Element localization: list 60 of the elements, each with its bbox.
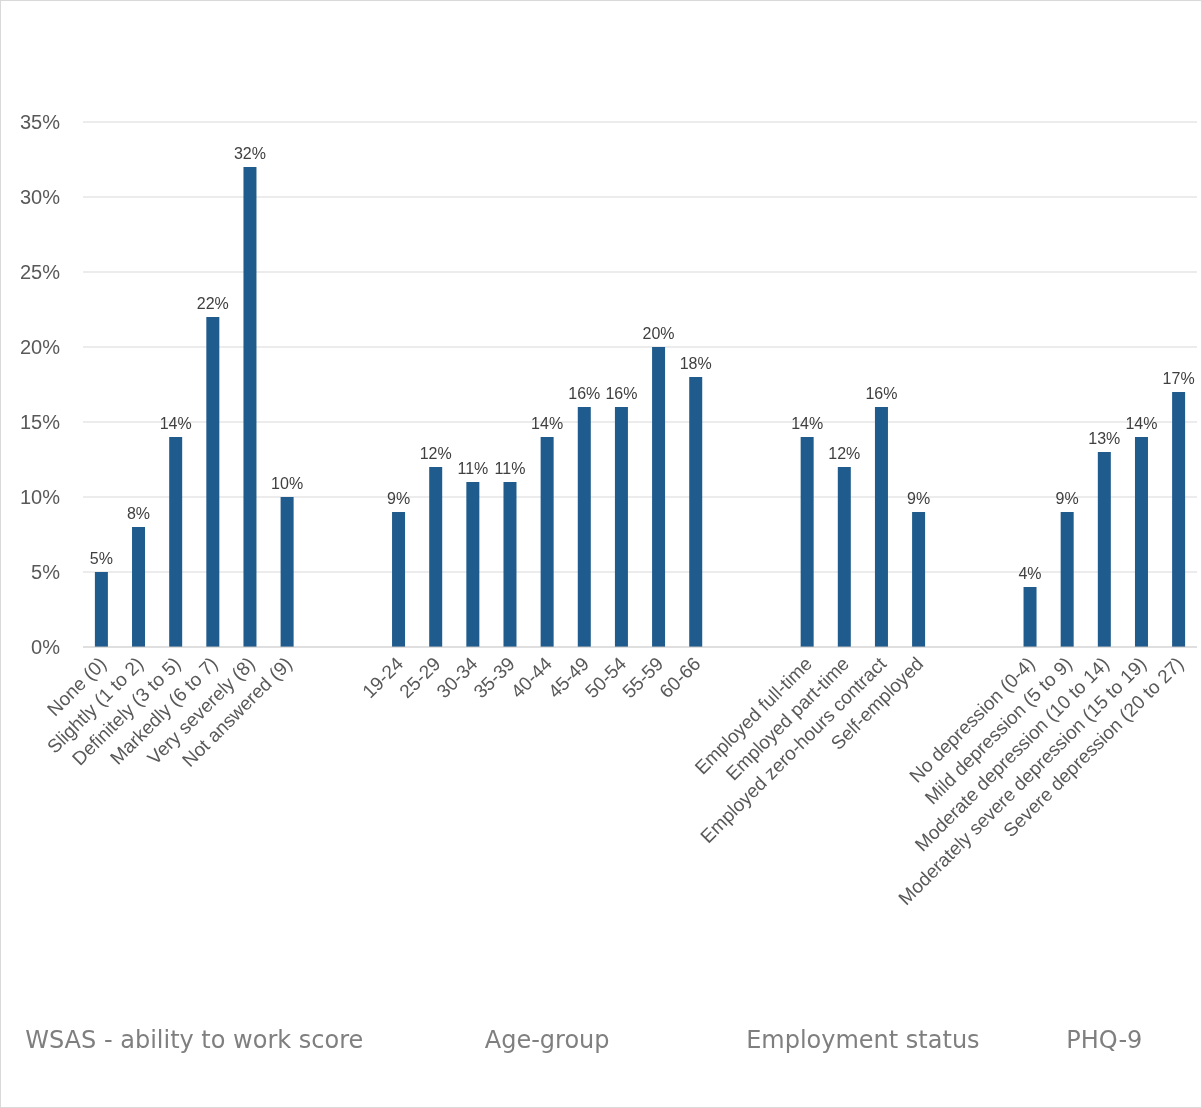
y-tick-label: 25% xyxy=(19,261,61,283)
data-label: 9% xyxy=(386,490,411,507)
bar xyxy=(503,482,517,647)
data-label: 20% xyxy=(642,325,675,342)
data-label: 22% xyxy=(196,295,229,312)
data-label: 16% xyxy=(568,385,601,402)
bar xyxy=(243,167,257,647)
data-label: 11% xyxy=(457,460,489,477)
data-label: 16% xyxy=(605,385,638,402)
bar xyxy=(280,497,294,647)
y-tick-label: 30% xyxy=(19,186,61,208)
data-label: 12% xyxy=(828,445,861,462)
bar xyxy=(466,482,480,647)
y-tick-label: 10% xyxy=(19,486,61,508)
bar xyxy=(577,407,591,647)
bar xyxy=(540,437,554,647)
bar xyxy=(837,467,851,647)
data-label: 10% xyxy=(271,475,304,492)
data-label: 18% xyxy=(679,355,712,372)
data-label: 8% xyxy=(126,505,151,522)
bar xyxy=(912,512,926,647)
data-label: 11% xyxy=(494,460,526,477)
data-label: 5% xyxy=(89,550,113,567)
bar xyxy=(1023,587,1037,647)
bar xyxy=(800,437,814,647)
text: Age-group xyxy=(484,1026,610,1054)
y-tick-label: 35% xyxy=(19,111,61,133)
bar xyxy=(1134,437,1148,647)
y-tick-label: 15% xyxy=(19,411,61,433)
data-label: 12% xyxy=(419,445,452,462)
bar xyxy=(689,377,703,647)
bar xyxy=(392,512,406,647)
y-tick-label: 20% xyxy=(19,336,61,358)
y-tick-label: 0% xyxy=(31,636,61,658)
text: WSAS - ability to work score xyxy=(25,1026,364,1054)
data-label: 14% xyxy=(159,415,192,432)
data-label: 9% xyxy=(1055,490,1079,507)
bar xyxy=(874,407,888,647)
y-tick-label: 5% xyxy=(31,561,61,583)
text: PHQ-9 xyxy=(1066,1026,1143,1054)
data-label: 14% xyxy=(1125,415,1158,432)
data-label: 9% xyxy=(907,490,931,507)
bar xyxy=(429,467,443,647)
text: Employment status xyxy=(746,1026,980,1054)
bar xyxy=(132,527,146,647)
data-label: 16% xyxy=(865,385,898,402)
bar xyxy=(614,407,628,647)
bar xyxy=(1172,392,1186,647)
bar xyxy=(1060,512,1074,647)
bar xyxy=(169,437,183,647)
bar xyxy=(206,317,220,647)
data-label: 14% xyxy=(531,415,564,432)
bar xyxy=(94,572,108,647)
bar xyxy=(1097,452,1111,647)
data-label: 4% xyxy=(1018,565,1042,582)
data-label: 14% xyxy=(791,415,824,432)
data-label: 32% xyxy=(233,145,266,162)
data-label: 17% xyxy=(1162,370,1195,387)
data-label: 13% xyxy=(1088,430,1121,447)
bar xyxy=(652,347,666,647)
